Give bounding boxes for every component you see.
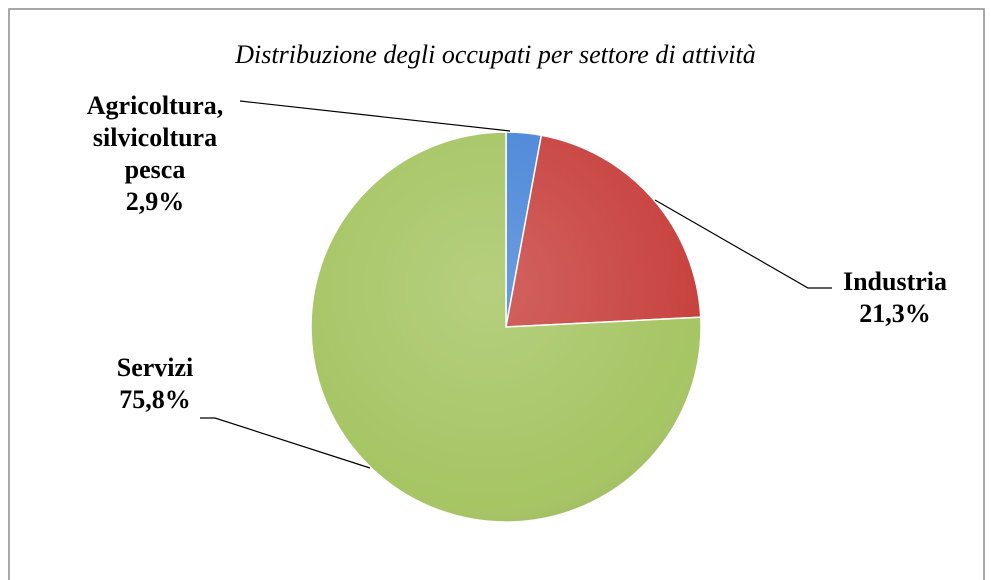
value-label: 2,9% [125,187,185,216]
value-label: 21,3% [859,299,931,328]
slice-label: Servizi 75,8% [80,352,230,416]
leader-line [654,199,832,289]
leader-line [239,100,511,132]
leader-line [200,417,371,469]
chart-title: Distribuzione degli occupati per settore… [235,40,756,69]
category-label: Industria [842,267,948,296]
slice-label: Industria 21,3% [820,266,970,330]
value-label: 75,8% [119,385,191,414]
category-label: Agricoltura, silvicoltura pesca [86,91,224,184]
slice-label: Agricoltura, silvicoltura pesca 2,9% [75,90,235,218]
chart-border [8,8,985,580]
category-label: Servizi [116,353,194,382]
